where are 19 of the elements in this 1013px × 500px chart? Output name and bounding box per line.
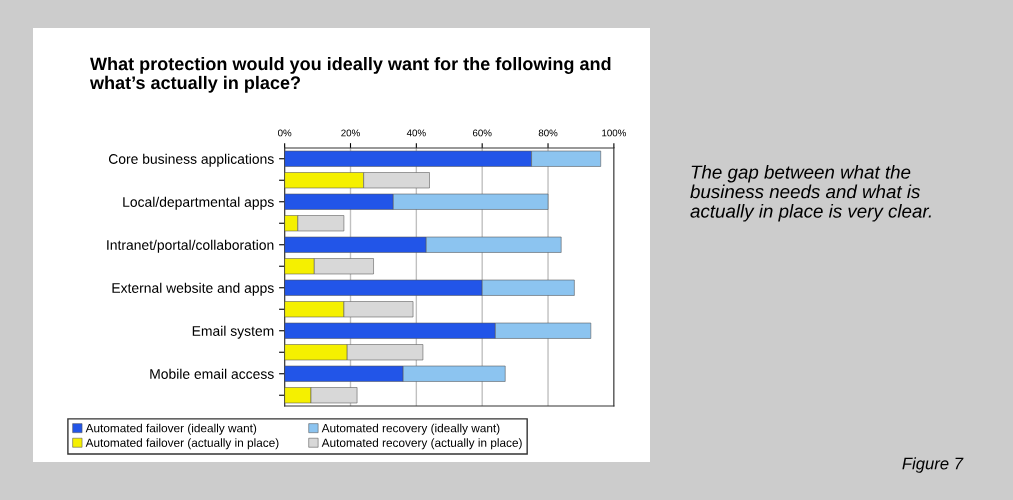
legend-label: Automated failover (actually in place) (85, 438, 279, 450)
y-tick-label: Core business applications (108, 153, 274, 167)
x-tick-label: 80% (538, 129, 558, 137)
y-tick-label: Mobile email access (150, 368, 274, 379)
caption: Figure 7 (902, 457, 964, 473)
y-tick-label: Email system (192, 325, 274, 339)
x-tick-label: 0% (278, 129, 292, 137)
legend-label: Automated recovery (actually in place) (321, 438, 522, 450)
x-tick-label: 100% (602, 129, 626, 137)
y-tick-label: External website and apps (112, 282, 274, 296)
x-tick-label: 40% (406, 129, 426, 137)
chart-title: What protection would you ideally want for the following and what’s actually in place? (89, 57, 611, 93)
legend-label: Automated recovery (ideally want) (321, 423, 500, 435)
x-tick-label: 20% (341, 129, 360, 137)
y-tick-label: Intranet/portal/collaboration (107, 239, 274, 253)
x-tick-label: 60% (472, 129, 492, 137)
text: The gap between what the business needs and what is actually in place is very clear. (690, 165, 931, 222)
y-tick-label: Local/departmental apps (123, 196, 274, 210)
legend-label: Automated failover (ideally want) (85, 423, 257, 435)
